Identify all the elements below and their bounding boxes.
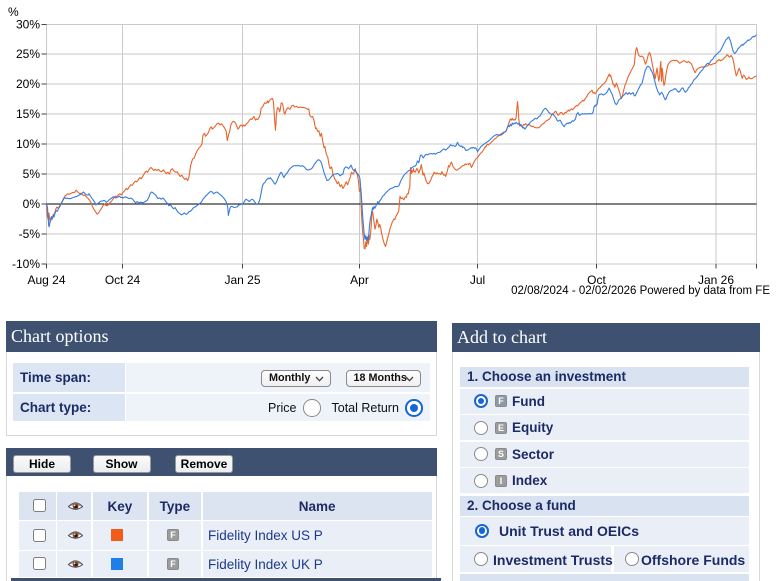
svg-text:15%: 15%	[16, 107, 40, 121]
svg-text:0%: 0%	[23, 197, 41, 211]
svg-text:25%: 25%	[16, 47, 40, 61]
svg-text:02/08/2024 - 02/02/2026 Powere: 02/08/2024 - 02/02/2026 Powered by data …	[511, 285, 770, 297]
svg-text:Jan 26: Jan 26	[698, 273, 734, 287]
svg-text:10%: 10%	[16, 137, 40, 151]
svg-text:%: %	[8, 5, 19, 19]
svg-text:Aug 24: Aug 24	[27, 273, 65, 287]
svg-text:20%: 20%	[16, 77, 40, 91]
svg-text:Jan 25: Jan 25	[224, 273, 260, 287]
svg-text:5%: 5%	[23, 167, 41, 181]
svg-text:Apr: Apr	[350, 273, 369, 287]
svg-text:Jul: Jul	[470, 273, 485, 287]
svg-text:-5%: -5%	[19, 227, 41, 241]
svg-text:30%: 30%	[16, 17, 40, 31]
svg-text:-10%: -10%	[12, 257, 40, 271]
svg-text:Oct: Oct	[587, 273, 606, 287]
svg-text:Oct 24: Oct 24	[105, 273, 141, 287]
